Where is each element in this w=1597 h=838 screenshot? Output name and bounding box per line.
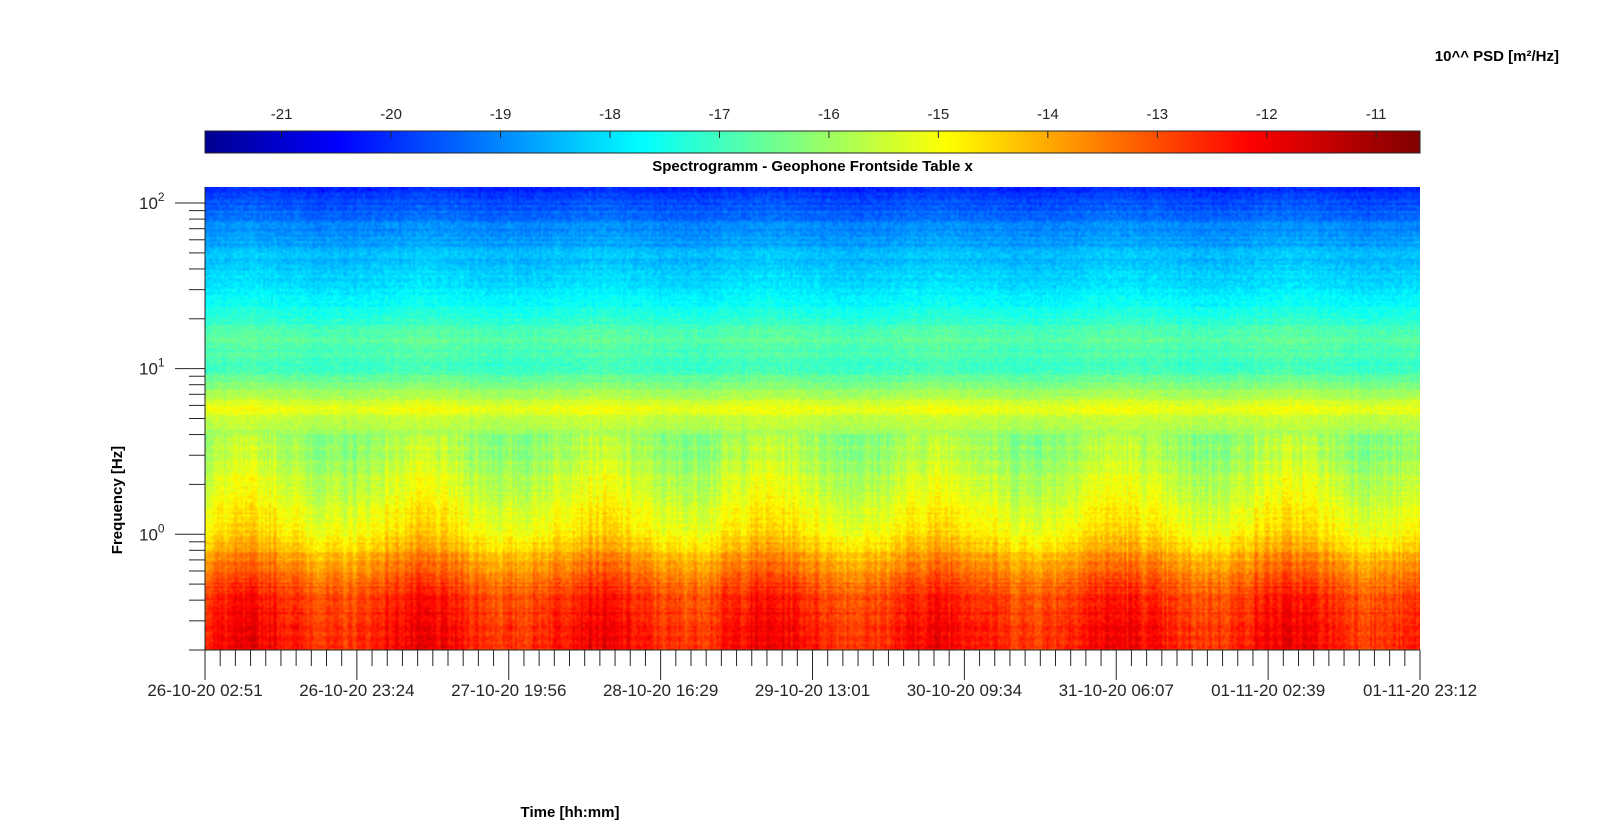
colorbar-ticks: -21 -20 -19 -18 -17 -16 -15 -14 -13 -12 -11 [271, 106, 1387, 138]
x-tick-label: 26-10-20 02:51 [147, 681, 262, 700]
x-axis-ticks: 26-10-20 02:51 26-10-20 23:24 27-10-20 19:… [147, 649, 1477, 700]
x-tick-label: 30-10-20 09:34 [907, 681, 1022, 700]
x-tick-label: 28-10-20 16:29 [603, 681, 718, 700]
colorbar-tick-label: -17 [709, 106, 731, 123]
y-tick-label: 100 [139, 521, 165, 544]
colorbar-tick-label: -16 [818, 106, 840, 123]
y-axis-label: Frequency [Hz] [109, 445, 126, 555]
y-tick-base: 10 [139, 525, 158, 544]
spectrogram-heatmap [205, 187, 1420, 650]
x-tick-label: 01-11-20 02:39 [1211, 681, 1325, 700]
x-tick-label: 27-10-20 19:56 [451, 681, 566, 700]
colorbar-tick-label: -12 [1256, 106, 1278, 123]
colorbar-tick-label: -13 [1146, 106, 1168, 123]
y-tick-base: 10 [139, 194, 158, 213]
colorbar-tick-label: -18 [599, 106, 621, 123]
chart-title: Spectrogramm - Geophone Frontside Table … [652, 158, 973, 175]
y-tick-label: 101 [139, 356, 165, 379]
colorbar-tick-label: -14 [1037, 106, 1059, 123]
colorbar-tick-label: -21 [271, 106, 293, 123]
x-axis-label: Time [hh:mm] [520, 804, 620, 821]
colorbar: -21 -20 -19 -18 -17 -16 -15 -14 -13 -12 -11 [204, 106, 1421, 154]
y-tick-label: 102 [139, 190, 165, 213]
y-tick-exponent: 2 [158, 190, 165, 204]
colorbar-tick-label: -19 [490, 106, 512, 123]
x-tick-label: 26-10-20 23:24 [299, 681, 414, 700]
colorbar-tick-label: -11 [1366, 106, 1387, 123]
colorbar-title: 10^^ PSD [m²/Hz] [1434, 48, 1559, 65]
y-tick-exponent: 0 [158, 521, 165, 535]
colorbar-gradient [204, 130, 1421, 154]
y-tick-exponent: 1 [158, 356, 165, 370]
x-tick-label: 29-10-20 13:01 [755, 681, 870, 700]
x-tick-label: 01-11-20 23:12 [1363, 681, 1477, 700]
y-tick-base: 10 [139, 360, 158, 379]
x-tick-label: 31-10-20 06:07 [1059, 681, 1174, 700]
colorbar-tick-label: -20 [380, 106, 402, 123]
colorbar-tick-label: -15 [928, 106, 950, 123]
